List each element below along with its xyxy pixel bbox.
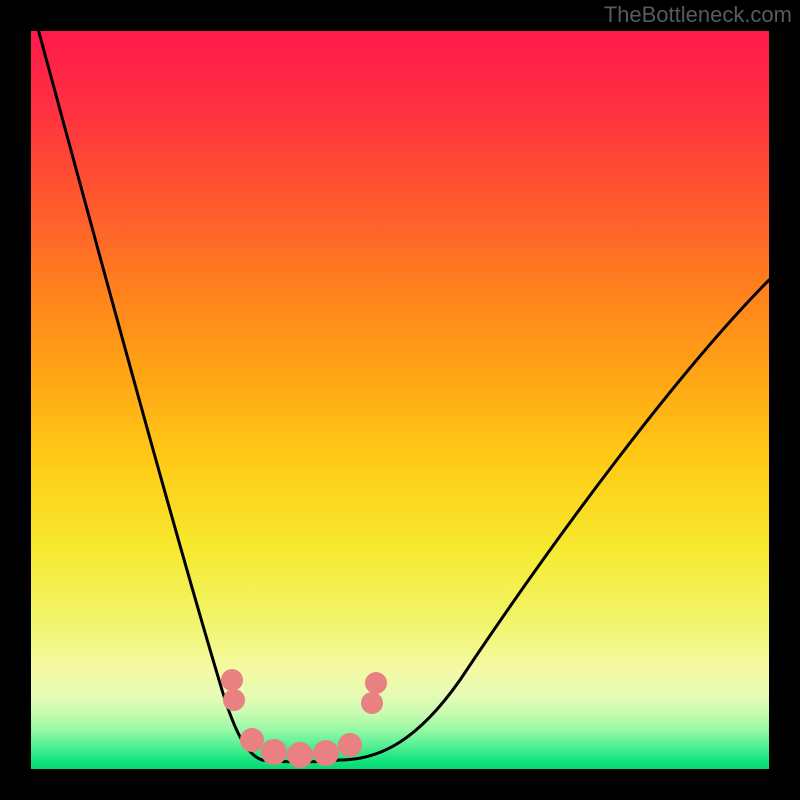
- confidence-marker: [361, 692, 383, 714]
- chart-frame: TheBottleneck.com: [0, 0, 800, 800]
- confidence-marker: [221, 669, 243, 691]
- confidence-marker: [313, 740, 339, 766]
- bottleneck-chart: [0, 0, 800, 800]
- confidence-marker: [240, 728, 264, 752]
- confidence-marker: [338, 733, 362, 757]
- confidence-marker: [261, 739, 287, 765]
- confidence-marker: [365, 672, 387, 694]
- confidence-marker: [223, 689, 245, 711]
- plot-gradient-area: [31, 31, 769, 769]
- confidence-marker: [287, 742, 313, 768]
